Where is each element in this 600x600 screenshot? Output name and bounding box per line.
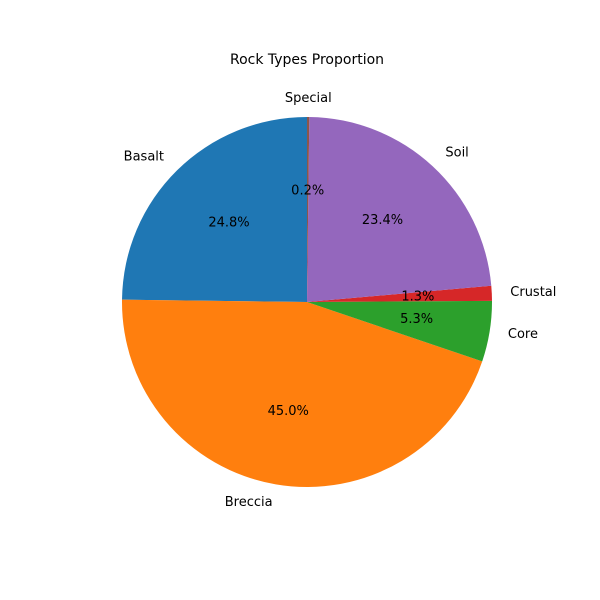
pct-label-special: 0.2%	[291, 184, 324, 199]
pie-slice-crustal	[307, 285, 492, 302]
chart-title: Rock Types Proportion	[230, 52, 384, 68]
pie-slices	[121, 116, 493, 487]
pie-slice-basalt	[122, 117, 307, 302]
pie-labels: Basalt 24.8% Breccia 45.0% Core 5.3% Crustal 1.…	[124, 91, 557, 510]
slice-label-core: Core	[508, 327, 538, 342]
pie-slice-core	[307, 300, 493, 362]
slice-label-basalt: Basalt	[124, 150, 164, 165]
pct-label-basalt: 24.8%	[208, 216, 249, 231]
pct-label-crustal: 1.3%	[401, 289, 434, 304]
pie-slice-breccia	[121, 299, 483, 487]
slice-label-breccia: Breccia	[225, 495, 273, 510]
pct-label-soil: 23.4%	[362, 213, 403, 228]
pct-label-core: 5.3%	[400, 312, 433, 327]
pie-slice-soil	[307, 117, 492, 302]
slice-label-crustal: Crustal	[510, 285, 556, 300]
slice-label-special: Special	[285, 91, 332, 106]
pie-slice-special	[307, 116, 310, 302]
slice-label-soil: Soil	[445, 145, 468, 160]
pct-label-breccia: 45.0%	[268, 404, 309, 419]
